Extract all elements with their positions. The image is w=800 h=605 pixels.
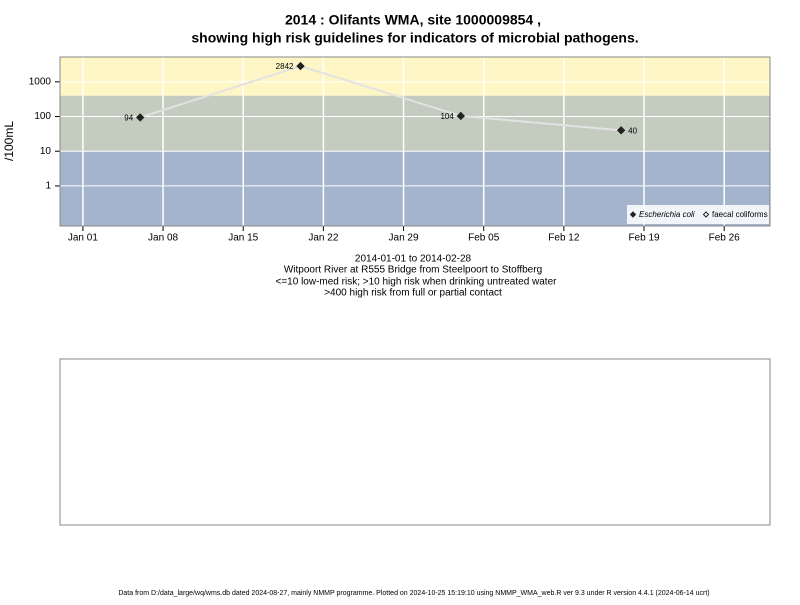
data-label: 104 xyxy=(440,112,454,121)
footer: Data from D:/data_large/wq/wms.db dated … xyxy=(118,590,709,597)
y-tick-label: 100 xyxy=(34,111,51,122)
series-line xyxy=(139,65,622,132)
legend-label: Escherichia coli xyxy=(639,210,695,219)
empty-panel xyxy=(59,358,771,526)
x-tick-label: Jan 29 xyxy=(389,233,419,244)
legend-box xyxy=(627,205,769,224)
x-tick-label: Feb 26 xyxy=(709,233,741,244)
x-tick-label: Jan 22 xyxy=(308,233,338,244)
x-tick-label: Jan 15 xyxy=(228,233,258,244)
legend-marker xyxy=(629,211,637,218)
y-tick-label: 10 xyxy=(40,146,52,157)
data-point xyxy=(616,126,626,135)
x-tick-label: Jan 08 xyxy=(148,233,178,244)
data-label: 40 xyxy=(628,126,637,135)
y-tick-label: 1000 xyxy=(29,76,52,87)
data-label: 2842 xyxy=(276,62,294,71)
x-tick-label: Feb 19 xyxy=(628,233,660,244)
y-tick-label: 1 xyxy=(45,181,51,192)
caption: Witpoort River at R555 Bridge from Steel… xyxy=(284,265,542,276)
chart-subtitle: showing high risk guidelines for indicat… xyxy=(191,30,638,46)
x-tick-label: Feb 12 xyxy=(548,233,580,244)
data-point xyxy=(135,113,145,122)
risk-band xyxy=(60,57,770,96)
x-tick-label: Jan 01 xyxy=(68,233,98,244)
caption: >400 high risk from full or partial cont… xyxy=(324,288,502,299)
y-axis-label: /100mL xyxy=(2,121,16,161)
legend-marker xyxy=(702,211,710,218)
caption: 2014-01-01 to 2014-02-28 xyxy=(355,254,472,265)
plot-frame xyxy=(59,56,771,227)
data-label: 94 xyxy=(124,114,133,123)
caption: <=10 low-med risk; >10 high risk when dr… xyxy=(276,277,558,288)
data-point xyxy=(456,111,466,121)
risk-band xyxy=(60,95,770,152)
x-tick-label: Feb 05 xyxy=(468,233,500,244)
data-point xyxy=(296,61,305,71)
chart-title: 2014 : Olifants WMA, site 1000009854 , xyxy=(285,12,541,28)
legend-label: faecal coliforms xyxy=(712,210,768,219)
